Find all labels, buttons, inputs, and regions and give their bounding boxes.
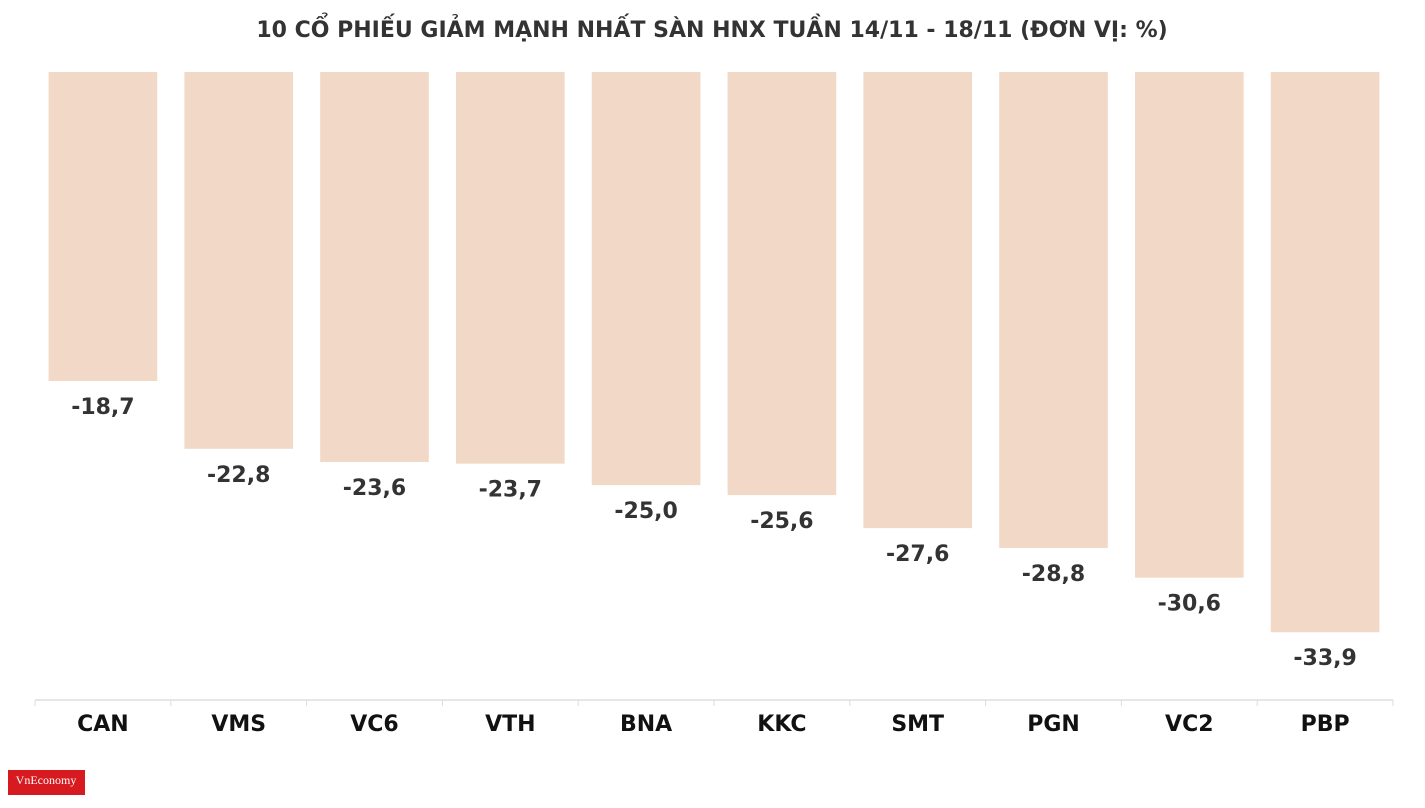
value-label: -25,0 — [614, 499, 677, 524]
bar — [591, 72, 701, 486]
bar — [1134, 72, 1244, 578]
x-tick-label: VMS — [211, 712, 266, 737]
value-label: -30,6 — [1158, 592, 1221, 617]
value-label: -28,8 — [1022, 562, 1085, 587]
bar — [320, 72, 429, 463]
bar — [48, 72, 158, 382]
logo: VnEconomy — [16, 773, 77, 787]
x-tick-label: PGN — [1027, 712, 1080, 737]
bar — [455, 72, 565, 464]
value-label: -23,6 — [343, 476, 406, 501]
value-label: -27,6 — [886, 542, 949, 567]
x-tick-label: SMT — [891, 712, 944, 737]
x-tick-label: BNA — [620, 712, 672, 737]
bar — [863, 72, 973, 529]
value-label: -23,7 — [479, 478, 542, 503]
bar — [1270, 72, 1380, 633]
x-tick-label: VC6 — [350, 712, 398, 737]
bar — [727, 72, 837, 496]
bar — [999, 72, 1108, 548]
chart-title: 10 CỔ PHIẾU GIẢM MẠNH NHẤT SÀN HNX TUẦN … — [256, 13, 1167, 43]
value-label: -25,6 — [750, 509, 813, 534]
x-tick-label: KKC — [757, 712, 806, 737]
x-tick-label: CAN — [77, 712, 129, 737]
x-tick-label: VTH — [485, 712, 535, 737]
x-tick-label: VC2 — [1165, 712, 1213, 737]
x-tick-label: PBP — [1301, 712, 1350, 737]
value-label: -22,8 — [207, 463, 270, 488]
bar — [184, 72, 294, 449]
value-label: -18,7 — [71, 395, 134, 420]
value-label: -33,9 — [1293, 646, 1356, 671]
logo-box — [8, 770, 85, 795]
